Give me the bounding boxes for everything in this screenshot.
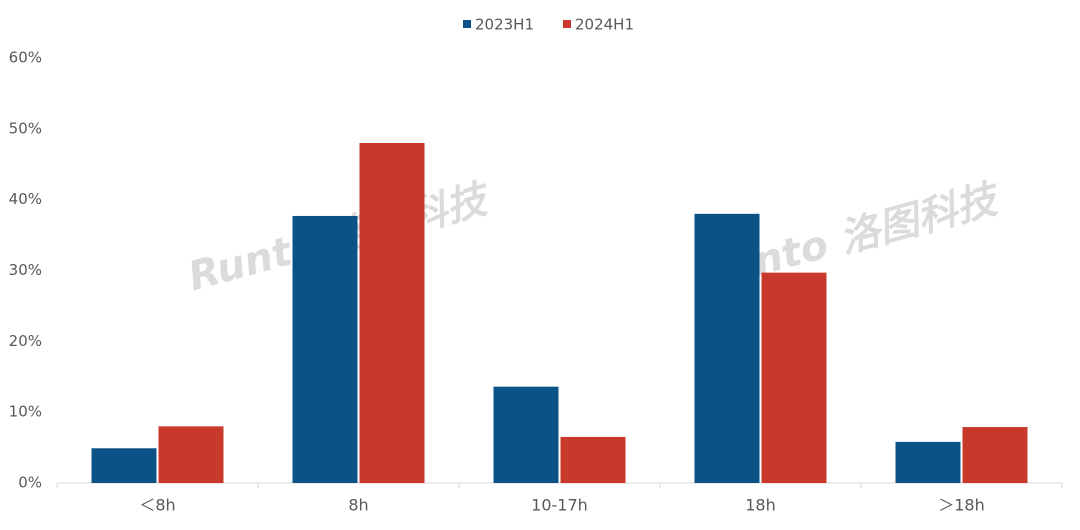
bar (560, 436, 626, 483)
legend-swatch (463, 20, 471, 28)
y-tick-label: 40% (9, 190, 42, 208)
legend-label: 2023H1 (475, 16, 534, 34)
x-tick-label: ＜8h (139, 496, 175, 515)
bar (694, 213, 760, 484)
legend-label: 2024H1 (575, 16, 634, 34)
bar (359, 143, 425, 483)
bar (493, 386, 559, 483)
bar (292, 215, 358, 484)
y-tick-label: 50% (9, 119, 42, 137)
legend-swatch (563, 20, 571, 28)
y-tick-label: 10% (9, 403, 42, 421)
x-tick-label: 18h (745, 496, 776, 515)
bar (761, 272, 827, 483)
x-tick-label: 10-17h (531, 496, 588, 515)
y-tick-label: 20% (9, 332, 42, 350)
bar (962, 427, 1028, 483)
y-tick-label: 0% (18, 474, 42, 492)
bar (91, 448, 157, 483)
x-tick-label: 8h (348, 496, 368, 515)
bar (895, 441, 961, 483)
y-tick-label: 30% (9, 261, 42, 279)
x-tick-label: ＞18h (938, 496, 985, 515)
bar (158, 426, 224, 483)
y-tick-label: 60% (9, 49, 42, 67)
